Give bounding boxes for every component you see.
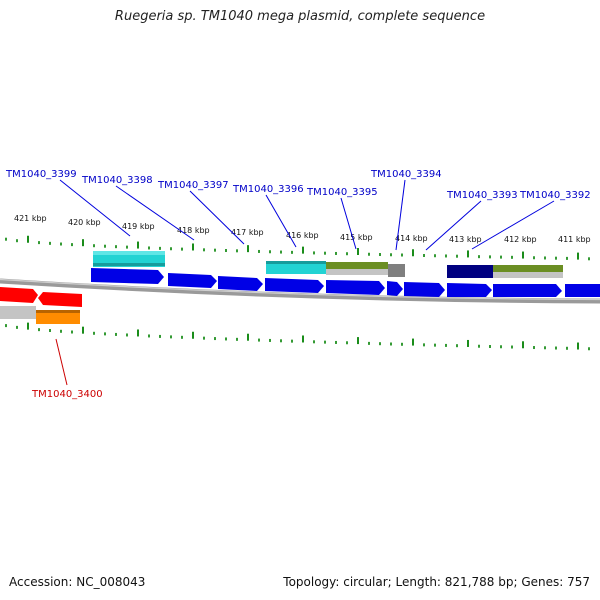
- feature-cyan-1-shade: [93, 263, 165, 266]
- feature-gray-3[interactable]: [493, 272, 563, 278]
- gene-label[interactable]: TM1040_3397: [157, 180, 229, 191]
- kbp-label: 418 kbp: [177, 226, 210, 235]
- gene-label[interactable]: TM1040_3400: [31, 389, 103, 400]
- backbone-arc-highlight: [0, 278, 600, 301]
- inner-tick-marks: [5, 322, 590, 351]
- kbp-label: 419 kbp: [122, 222, 155, 231]
- kbp-label: 415 kbp: [340, 233, 373, 242]
- gene-leader-lines: [59, 179, 555, 251]
- outer-tick-marks: [5, 235, 590, 261]
- gene-reverse-arrow[interactable]: [0, 287, 38, 303]
- gene-label[interactable]: TM1040_3394: [370, 169, 442, 180]
- kbp-label: 416 kbp: [286, 231, 319, 240]
- feature-olive-1[interactable]: [326, 262, 388, 269]
- gene-label[interactable]: TM1040_3393: [446, 190, 518, 201]
- kbp-label: 412 kbp: [504, 235, 537, 244]
- gene-forward-arrow[interactable]: [91, 268, 164, 284]
- feature-gray-2[interactable]: [388, 264, 405, 277]
- gene-label[interactable]: TM1040_3398: [81, 175, 153, 186]
- gene-forward-arrow[interactable]: [265, 278, 324, 293]
- gene-label[interactable]: TM1040_3396: [232, 184, 304, 195]
- feature-cyan-2[interactable]: [266, 261, 326, 274]
- kbp-label: 420 kbp: [68, 218, 101, 227]
- kbp-label: 421 kbp: [14, 214, 47, 223]
- feature-cyan-2-shade: [266, 261, 326, 264]
- gene-forward-arrow[interactable]: [168, 273, 217, 288]
- feature-gray-4[interactable]: [0, 306, 36, 319]
- gene-forward-arrow[interactable]: [493, 284, 562, 297]
- gene-leader-line-reverse: [55, 338, 68, 386]
- feature-navy-1[interactable]: [447, 265, 493, 278]
- topology-summary-text: Topology: circular; Length: 821,788 bp; …: [283, 575, 590, 589]
- map-title: Ruegeria sp. TM1040 mega plasmid, comple…: [114, 9, 486, 24]
- gene-label[interactable]: TM1040_3395: [306, 187, 378, 198]
- gene-forward-arrow[interactable]: [326, 280, 385, 295]
- gene-forward-arrow[interactable]: [404, 282, 445, 297]
- kbp-label: 414 kbp: [395, 234, 428, 243]
- feature-cyan-1-shine: [93, 251, 165, 255]
- kbp-label: 413 kbp: [449, 235, 482, 244]
- gene-forward-arrow[interactable]: [447, 283, 492, 297]
- gene-forward-arrow[interactable]: [387, 281, 403, 296]
- gene-label[interactable]: TM1040_3399: [5, 169, 77, 180]
- feature-olive-2[interactable]: [493, 265, 563, 272]
- gene-reverse-arrow[interactable]: [38, 292, 82, 307]
- kbp-label: 411 kbp: [558, 235, 591, 244]
- accession-text: Accession: NC_008043: [9, 575, 146, 589]
- kbp-label: 417 kbp: [231, 228, 264, 237]
- feature-gray-1[interactable]: [326, 269, 388, 275]
- gene-forward-arrow[interactable]: [565, 284, 600, 297]
- gene-forward-arrow[interactable]: [218, 276, 263, 291]
- gene-label[interactable]: TM1040_3392: [519, 190, 591, 201]
- backbone-arc: [0, 278, 600, 304]
- feature-orange-1-shade: [36, 310, 80, 313]
- feature-orange-1[interactable]: [36, 310, 80, 324]
